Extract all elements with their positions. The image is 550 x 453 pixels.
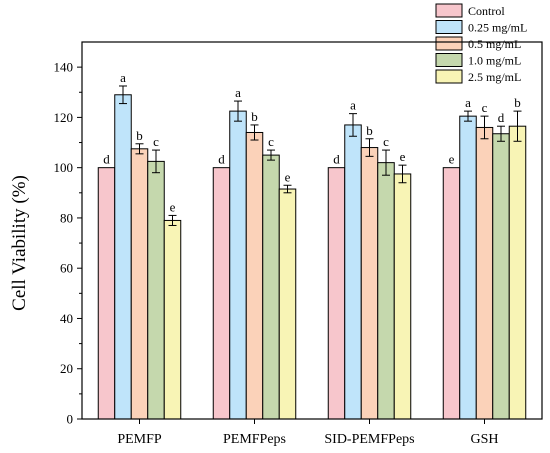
bar — [147, 160, 165, 420]
significance-label: b — [366, 123, 373, 138]
legend-label: 1.0 mg/mL — [468, 54, 521, 68]
legend-swatch — [435, 69, 463, 84]
x-tick-label: GSH — [470, 432, 498, 447]
bar — [393, 173, 412, 420]
significance-label: c — [153, 134, 159, 149]
significance-label: a — [465, 95, 471, 110]
y-axis-title: Cell Viability (%) — [9, 175, 30, 311]
significance-label: a — [235, 85, 241, 100]
y-tick-label: 0 — [67, 412, 74, 427]
axes-group: 0 20 40 60 80 100 120 140 PEMFP PEMFPeps SID-PEMFP… — [54, 41, 543, 447]
bar — [245, 131, 264, 420]
bar — [344, 124, 362, 420]
bar — [475, 126, 494, 420]
significance-label: b — [136, 128, 143, 143]
bar — [212, 167, 231, 420]
bar — [459, 115, 477, 420]
bar — [327, 167, 346, 420]
bar — [130, 148, 149, 420]
significance-label: e — [285, 169, 291, 184]
bar — [163, 219, 182, 420]
significance-label: a — [350, 98, 356, 113]
x-tick-label: PEMFPeps — [223, 432, 286, 447]
bar — [492, 133, 510, 420]
y-tick-label: 80 — [60, 210, 73, 225]
legend-label: Control — [468, 4, 505, 18]
legend-label: 2.5 mg/mL — [468, 70, 521, 84]
bar — [377, 162, 395, 420]
significance-label: c — [482, 100, 488, 115]
significance-label: e — [400, 149, 406, 164]
y-tick-label: 120 — [54, 110, 74, 125]
significance-label: c — [268, 134, 274, 149]
x-tick-label: SID-PEMFPeps — [324, 432, 414, 447]
legend-swatch — [435, 20, 463, 34]
significance-label: b — [251, 109, 258, 124]
y-tick-label: 20 — [60, 361, 73, 376]
y-tick-label: 40 — [60, 311, 73, 326]
legend-label: 0.25 mg/mL — [468, 21, 527, 35]
legend: Control 0.25 mg/mL 0.5 mg/mL 1.0 mg/mL 2.5 m… — [435, 3, 527, 84]
significance-label: d — [333, 152, 340, 167]
bar — [262, 154, 280, 420]
bar — [360, 147, 379, 420]
plot-frame — [81, 41, 543, 420]
significance-label: d — [218, 152, 225, 167]
bar — [114, 94, 132, 420]
bar — [278, 188, 297, 420]
bar — [442, 167, 461, 420]
significance-label: c — [383, 134, 389, 149]
significance-label: e — [449, 152, 455, 167]
significance-label: a — [120, 70, 126, 85]
y-tick-label: 60 — [60, 261, 73, 276]
significance-label: d — [498, 110, 505, 125]
y-tick-label: 140 — [54, 60, 74, 75]
legend-swatch — [435, 3, 463, 18]
significance-label: d — [103, 152, 110, 167]
y-tick-label: 100 — [54, 160, 74, 175]
bar — [229, 110, 247, 420]
bar — [97, 167, 116, 420]
significance-label: e — [170, 199, 176, 214]
bar — [508, 125, 527, 420]
x-tick-label: PEMFP — [117, 432, 162, 447]
legend-label: 0.5 mg/mL — [468, 37, 521, 51]
significance-label: b — [514, 95, 521, 110]
legend-swatch — [435, 53, 463, 67]
legend-swatch — [435, 36, 463, 51]
